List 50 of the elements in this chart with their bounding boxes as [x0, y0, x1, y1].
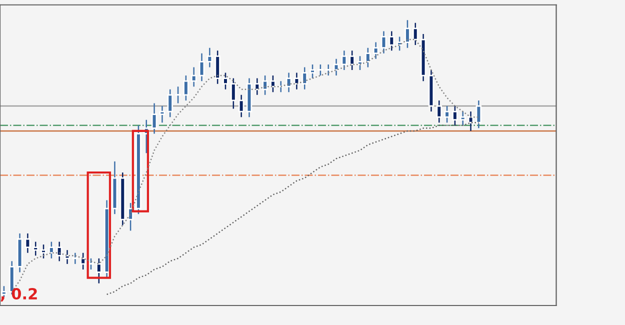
candlestick [388, 30, 395, 52]
candlestick [468, 110, 474, 132]
candlestick [452, 105, 458, 126]
candlestick [278, 80, 284, 93]
candlestick [380, 30, 387, 54]
candlestick [460, 110, 466, 126]
annotation: , 0.2 [0, 288, 37, 302]
candlestick [183, 74, 189, 102]
candlestick [404, 19, 410, 48]
candlestick [72, 252, 78, 265]
candlestick [294, 72, 300, 90]
candlestick [254, 78, 260, 96]
candlestick [32, 241, 38, 256]
candlestick [1, 285, 7, 298]
candlestick [56, 241, 62, 262]
candlestick [40, 244, 46, 260]
candlestick [318, 64, 324, 76]
candlestick [270, 74, 276, 93]
candlestick [412, 22, 418, 46]
candlestick [151, 102, 158, 134]
candlestick [436, 100, 442, 124]
candlestick [175, 86, 181, 104]
candlestick [88, 258, 94, 270]
candlestick [372, 42, 379, 60]
candlestick [238, 94, 244, 118]
candlestick [444, 105, 450, 124]
candlestick [48, 241, 54, 260]
candlestick [341, 50, 348, 71]
candlestick [349, 50, 355, 71]
candlestick [365, 47, 371, 68]
candlestick [206, 47, 213, 68]
candlestick [310, 64, 316, 79]
candlestick [230, 78, 236, 110]
candlestick [325, 64, 332, 76]
candlestick [190, 66, 197, 88]
candlestick [476, 100, 482, 129]
candlestick [167, 88, 173, 118]
candlestick [198, 52, 205, 82]
candlestick [396, 36, 402, 52]
candlestick [222, 72, 228, 90]
candlestick [128, 202, 134, 232]
candlestick [214, 50, 220, 84]
candlestick [262, 74, 268, 96]
candlestick [159, 105, 166, 124]
candlestick [286, 72, 292, 93]
candlestick [357, 56, 363, 71]
candlestick [24, 232, 31, 254]
candlestick [302, 66, 308, 90]
candlestick [96, 258, 102, 284]
candlestick [80, 252, 86, 270]
